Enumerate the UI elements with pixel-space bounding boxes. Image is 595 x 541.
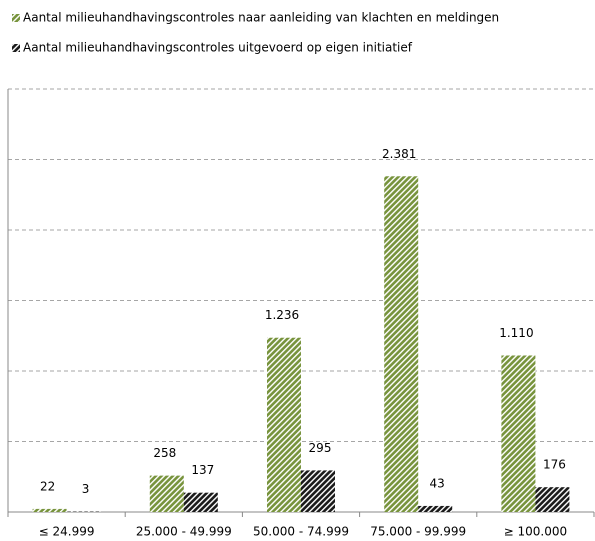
value-label: 295 xyxy=(309,441,332,455)
value-label: 1.236 xyxy=(265,308,299,322)
bar xyxy=(183,492,218,512)
x-tick-label: ≤ 24.999 xyxy=(39,525,95,539)
bar xyxy=(301,470,335,512)
bar xyxy=(149,475,184,512)
x-tick-label: 50.000 - 74.999 xyxy=(253,525,349,539)
legend-swatch xyxy=(12,44,20,52)
x-tick-label: ≥ 100.000 xyxy=(504,525,568,539)
bar xyxy=(501,355,536,512)
bar xyxy=(267,337,301,512)
legend-label: Aantal milieuhandhavingscontroles uitgev… xyxy=(23,41,413,55)
value-label: 1.110 xyxy=(499,326,533,340)
bar xyxy=(32,508,67,512)
value-label: 258 xyxy=(153,446,176,460)
x-tick-label: 75.000 - 99.999 xyxy=(370,525,466,539)
bar xyxy=(418,505,453,512)
legend-label: Aantal milieuhandhavingscontroles naar a… xyxy=(23,11,499,25)
value-label: 137 xyxy=(191,463,214,477)
bar xyxy=(384,176,419,513)
bar xyxy=(535,487,570,512)
value-label: 2.381 xyxy=(382,147,416,161)
x-tick-label: 25.000 - 49.999 xyxy=(136,525,232,539)
value-label: 3 xyxy=(82,482,90,496)
value-label: 43 xyxy=(430,476,445,490)
legend-swatch xyxy=(12,14,20,22)
value-label: 176 xyxy=(543,458,566,472)
value-label: 22 xyxy=(40,479,55,493)
